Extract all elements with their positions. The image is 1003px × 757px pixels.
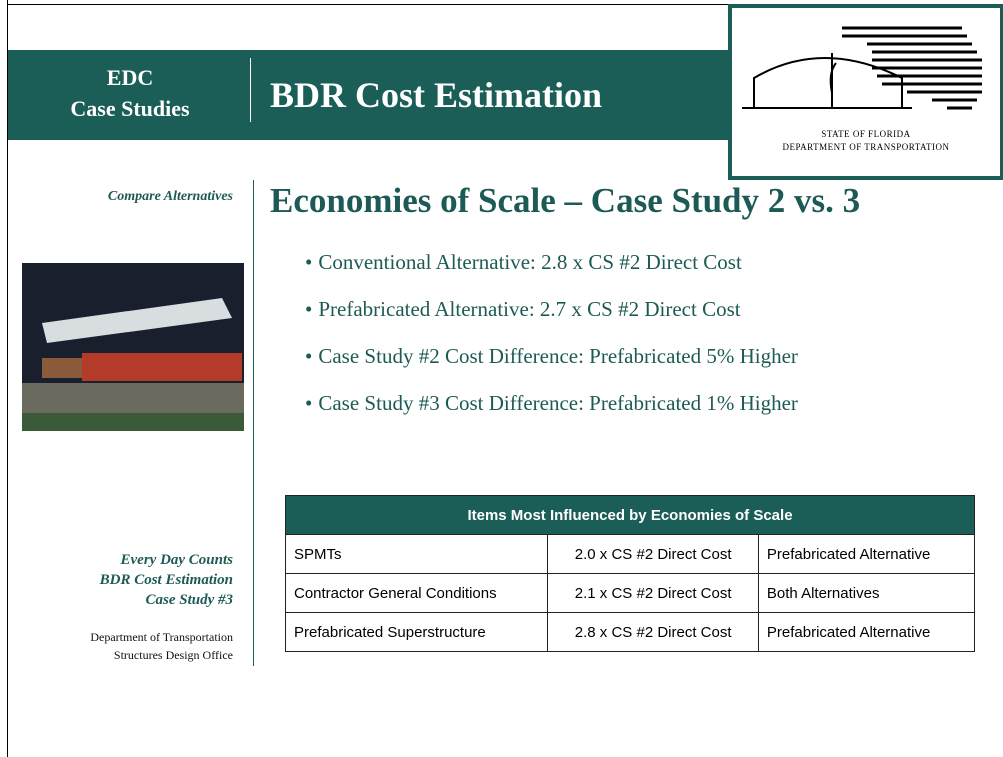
logo-art	[732, 8, 1000, 128]
bullet-dot: •	[305, 391, 312, 415]
section-label: EDC	[30, 65, 230, 91]
bullet: •Case Study #3 Cost Difference: Prefabri…	[305, 391, 798, 416]
logo-text: STATE OF FLORIDA	[732, 129, 1000, 139]
bullet-dot: •	[305, 344, 312, 368]
header-title: BDR Cost Estimation	[270, 74, 602, 116]
bullet-text: Case Study #2 Cost Difference: Prefabric…	[318, 344, 798, 368]
bullet-dot: •	[305, 250, 312, 274]
table-cell: Prefabricated Superstructure	[286, 613, 548, 652]
table-cell: Prefabricated Alternative	[758, 535, 974, 574]
table-title: Items Most Influenced by Economies of Sc…	[286, 496, 975, 535]
logo-text: DEPARTMENT OF TRANSPORTATION	[732, 142, 1000, 152]
top-border	[7, 4, 729, 5]
divider	[250, 58, 251, 122]
slide: EDC Case Studies BDR Cost Estimation STA…	[0, 0, 1003, 757]
bullet-text: Case Study #3 Cost Difference: Prefabric…	[318, 391, 798, 415]
bullet-text: Prefabricated Alternative: 2.7 x CS #2 D…	[318, 297, 740, 321]
table-cell: Prefabricated Alternative	[758, 613, 974, 652]
table-cell: Both Alternatives	[758, 574, 974, 613]
bullet: •Prefabricated Alternative: 2.7 x CS #2 …	[305, 297, 741, 322]
sidebar-case: Case Study #3	[145, 592, 233, 609]
section-label: Case Studies	[30, 96, 230, 122]
bullet: •Conventional Alternative: 2.8 x CS #2 D…	[305, 250, 742, 275]
sidebar-topic: Compare Alternatives	[108, 189, 233, 205]
sidebar-case: Every Day Counts	[121, 552, 234, 569]
table-cell: 2.0 x CS #2 Direct Cost	[548, 535, 758, 574]
table-cell: 2.1 x CS #2 Direct Cost	[548, 574, 758, 613]
sidebar-office: Structures Design Office	[114, 648, 233, 663]
photo	[22, 263, 244, 431]
table-cell: SPMTs	[286, 535, 548, 574]
sidebar-rule	[253, 180, 254, 666]
heading: Economies of Scale – Case Study 2 vs. 3	[270, 181, 860, 221]
bullet: •Case Study #2 Cost Difference: Prefabri…	[305, 344, 798, 369]
bullet-dot: •	[305, 297, 312, 321]
table: Items Most Influenced by Economies of Sc…	[285, 495, 975, 652]
bullet-text: Conventional Alternative: 2.8 x CS #2 Di…	[318, 250, 741, 274]
table-cell: 2.8 x CS #2 Direct Cost	[548, 613, 758, 652]
logo: STATE OF FLORIDA DEPARTMENT OF TRANSPORT…	[728, 4, 1003, 180]
sidebar-case: BDR Cost Estimation	[100, 572, 233, 589]
table-cell: Contractor General Conditions	[286, 574, 548, 613]
sidebar-office: Department of Transportation	[90, 630, 233, 645]
